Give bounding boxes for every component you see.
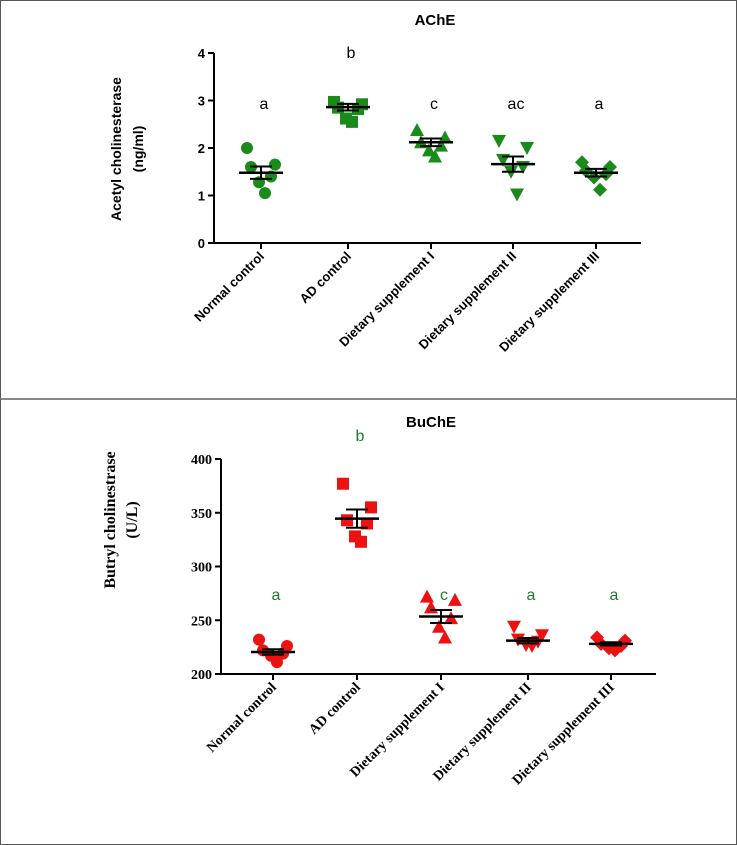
y-tick-label: 400	[191, 453, 212, 468]
y-axis-label-line2: (ng/ml)	[130, 126, 146, 173]
data-point	[420, 589, 434, 603]
significance-letter: b	[347, 45, 356, 62]
significance-letter: a	[610, 587, 619, 604]
data-point	[531, 635, 545, 649]
data-point	[579, 163, 593, 178]
data-group-2	[326, 95, 370, 128]
y-axis-label-line1: Butryl cholinestrase	[102, 451, 119, 588]
data-point	[492, 134, 506, 148]
data-point	[608, 643, 622, 658]
data-point	[365, 501, 377, 514]
data-point	[337, 477, 349, 490]
data-point	[520, 142, 534, 155]
data-group-5	[574, 155, 618, 197]
data-point	[341, 514, 353, 527]
y-axis-label-line2: (U/L)	[124, 501, 141, 538]
x-category-label: AD control	[297, 249, 355, 307]
significance-letter: c	[430, 96, 438, 113]
ache-chart-panel: AChE 0 1 2 3 4 Acetyl cholinesterase (ng/ml) Nor…	[0, 0, 737, 400]
data-point	[590, 630, 604, 645]
y-tick-label: 3	[198, 94, 205, 109]
x-category-label: Normal control	[191, 249, 267, 325]
data-point	[355, 535, 367, 548]
data-point	[352, 103, 364, 116]
significance-letter: a	[595, 96, 604, 113]
data-group-4	[506, 620, 550, 654]
data-group-4	[491, 134, 535, 202]
data-point	[507, 620, 521, 634]
significance-letter: a	[527, 587, 536, 604]
data-group-1	[239, 142, 283, 200]
data-point	[432, 619, 446, 633]
y-axis-label-line1: Acetyl cholinesterase	[108, 77, 124, 221]
x-category-label: Dietary supplement I	[348, 680, 448, 780]
data-point	[259, 187, 271, 200]
data-point	[593, 182, 607, 197]
data-point	[346, 115, 358, 128]
buche-chart: BuChE 200 250 300 350 400 Butryl cholinestrase…	[102, 414, 656, 788]
data-point	[253, 633, 265, 646]
data-point	[448, 592, 462, 606]
y-tick-label: 1	[198, 189, 205, 204]
data-point	[410, 122, 424, 136]
y-tick-label: 4	[198, 46, 206, 61]
y-tick-label: 200	[191, 668, 212, 683]
y-tick-label: 2	[198, 141, 205, 156]
data-group-3	[419, 589, 463, 644]
significance-letter: b	[356, 428, 365, 445]
buche-chart-panel: BuChE 200 250 300 350 400 Butryl cholinestrase…	[0, 398, 737, 845]
significance-letter: ac	[508, 96, 525, 113]
y-tick-label: 0	[198, 236, 205, 251]
data-group-2	[335, 477, 379, 548]
data-point	[277, 647, 289, 660]
significance-letter: a	[260, 96, 269, 113]
significance-letter: c	[440, 587, 448, 604]
data-group-5	[589, 630, 633, 658]
y-tick-label: 350	[191, 507, 212, 522]
y-tick-label: 300	[191, 561, 212, 576]
data-point	[422, 143, 436, 157]
data-point	[428, 149, 442, 163]
data-point	[241, 142, 253, 154]
data-point	[438, 630, 452, 644]
data-point	[510, 188, 524, 202]
y-tick-label: 250	[191, 614, 212, 629]
data-group-3	[409, 122, 453, 163]
data-point	[271, 656, 283, 669]
chart-title: BuChE	[406, 414, 456, 431]
data-point	[599, 167, 613, 182]
data-group-1	[251, 633, 295, 669]
x-category-label: Normal control	[204, 680, 280, 756]
ache-chart: AChE 0 1 2 3 4 Acetyl cholinesterase (ng/ml) Nor…	[108, 12, 641, 355]
x-category-label: AD control	[306, 680, 364, 738]
data-point	[361, 517, 373, 530]
significance-letter: a	[272, 587, 281, 604]
data-point	[269, 158, 281, 171]
chart-title: AChE	[415, 12, 456, 29]
